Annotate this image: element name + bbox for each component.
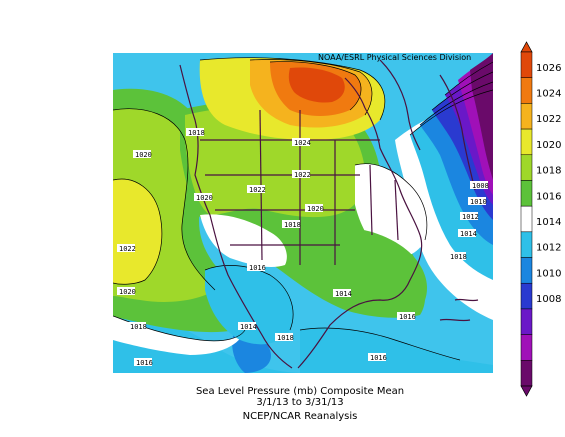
colorbar-swatch — [520, 257, 533, 284]
contour-label: 1022 — [249, 186, 266, 194]
caption-source: NCEP/NCAR Reanalysis — [242, 411, 358, 422]
colorbar-tick-label: 1012 — [536, 243, 561, 254]
contour-label: 1016 — [249, 264, 266, 272]
colorbar-tick-label: 1018 — [536, 166, 561, 177]
colorbar-swatch — [520, 308, 533, 335]
colorbar-tick-label: 1008 — [536, 294, 561, 305]
colorbar-tick-label: 1014 — [536, 217, 561, 228]
contour-label: 1016 — [399, 313, 416, 321]
isobar-lines — [113, 57, 493, 361]
colorbar-swatch — [520, 334, 533, 361]
contour-label: 1018 — [188, 129, 205, 137]
contour-label: 1014 — [240, 323, 257, 331]
colorbar-swatch — [520, 77, 533, 104]
pressure-field: 1018 1020 1022 1020 1018 1016 1024 1022 … — [113, 53, 493, 373]
colorbar-tick-label: 1010 — [536, 268, 561, 279]
contour-label: 1014 — [335, 290, 352, 298]
colorbar-tick-label: 1022 — [536, 114, 561, 125]
contour-label: 1022 — [294, 171, 311, 179]
colorbar-swatch — [520, 231, 533, 258]
contour-label: 1012 — [462, 213, 479, 221]
contour-label: 1020 — [135, 151, 152, 159]
credit-text: NOAA/ESRL Physical Sciences Division — [318, 53, 472, 62]
colorbar-tick-label: 1016 — [536, 191, 561, 202]
contour-label: 1020 — [119, 288, 136, 296]
colorbar-swatch — [520, 282, 533, 310]
contour-labels: 1018 1020 1022 1020 1018 1016 1024 1022 … — [117, 128, 489, 367]
colorbar-swatch — [520, 180, 533, 207]
coastlines — [179, 59, 479, 369]
contour-label: 1018 — [130, 323, 147, 331]
contour-label: 1020 — [307, 205, 324, 213]
colorbar-tick-label: 1026 — [536, 63, 561, 74]
colorbar-swatch — [520, 128, 533, 156]
colorbar-tick-label: 1020 — [536, 140, 561, 151]
colorbar-swatch — [520, 51, 533, 78]
contour-label: 1024 — [294, 139, 311, 147]
contour-label: 1018 — [284, 221, 301, 229]
contour-label: 1020 — [196, 194, 213, 202]
colorbar: 1026 1024 1022 1020 1018 1016 1014 1012 1010 1008 — [520, 41, 561, 397]
colorbar-swatch — [520, 360, 533, 387]
colorbar-swatch — [520, 103, 533, 130]
colorbar-swatch — [520, 154, 533, 181]
contour-label: 1016 — [370, 354, 387, 362]
contour-label: 1022 — [119, 245, 136, 253]
contour-label: 1010 — [470, 198, 487, 206]
contour-label: 1016 — [136, 359, 153, 367]
colorbar-swatch — [520, 205, 533, 233]
contour-label: 1014 — [460, 230, 477, 238]
colorbar-tick-label: 1024 — [536, 89, 561, 100]
caption-date-range: 3/1/13 to 3/31/13 — [256, 397, 344, 408]
contour-label: 1018 — [450, 253, 467, 261]
contour-label: 1008 — [472, 182, 489, 190]
colorbar-bottom-arrow — [520, 385, 533, 397]
caption-title: Sea Level Pressure (mb) Composite Mean — [195, 386, 405, 397]
contour-label: 1018 — [277, 334, 294, 342]
colorbar-top-arrow — [520, 41, 533, 53]
